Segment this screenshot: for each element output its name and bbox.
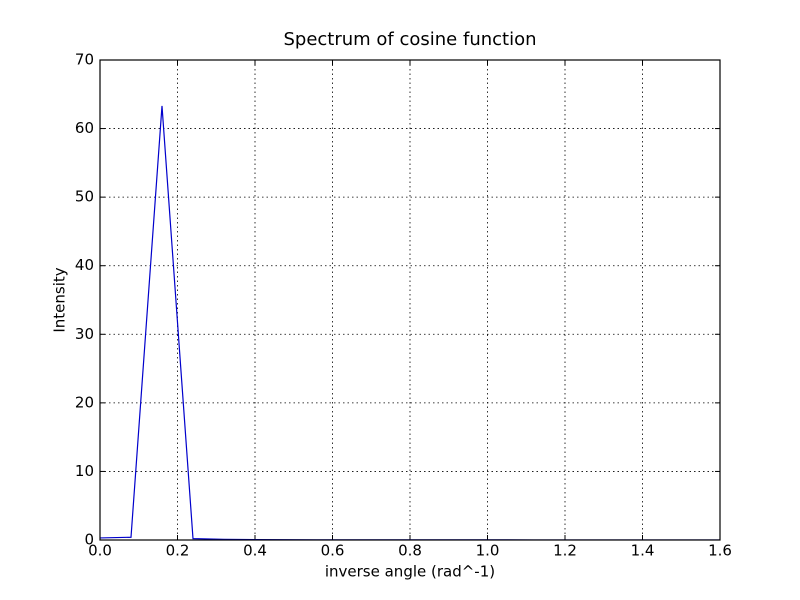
x-tick-label: 0.8 bbox=[398, 542, 422, 560]
plot-frame bbox=[99, 59, 721, 541]
y-tick-label: 60 bbox=[75, 119, 94, 137]
x-tick-label: 1.0 bbox=[476, 542, 500, 560]
x-tick-label: 0.0 bbox=[88, 542, 112, 560]
x-tick-label: 0.6 bbox=[321, 542, 345, 560]
x-axis-label: inverse angle (rad^-1) bbox=[325, 563, 495, 581]
x-tick-label: 0.4 bbox=[243, 542, 267, 560]
y-tick-label: 10 bbox=[75, 462, 94, 480]
y-tick-label: 50 bbox=[75, 188, 94, 206]
y-tick-label: 70 bbox=[75, 51, 94, 69]
x-tick-label: 1.4 bbox=[631, 542, 655, 560]
x-tick-label: 0.2 bbox=[166, 542, 190, 560]
y-axis-label: Intensity bbox=[51, 267, 69, 332]
x-tick-label: 1.6 bbox=[708, 542, 732, 560]
y-tick-label: 30 bbox=[75, 325, 94, 343]
chart-title: Spectrum of cosine function bbox=[283, 29, 536, 50]
y-tick-label: 0 bbox=[84, 531, 94, 549]
y-tick-label: 20 bbox=[75, 393, 94, 411]
x-tick-label: 1.2 bbox=[553, 542, 577, 560]
y-tick-label: 40 bbox=[75, 256, 94, 274]
